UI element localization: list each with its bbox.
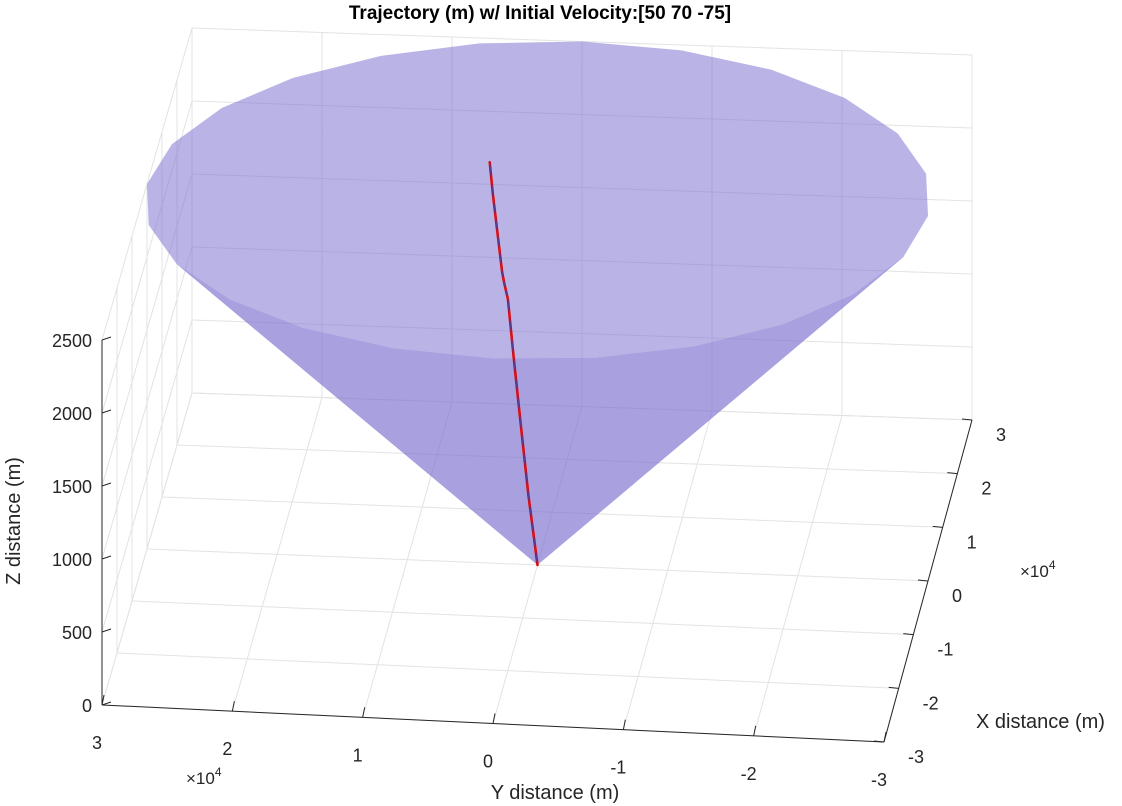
y-tick-label: 1 (353, 745, 363, 765)
x-tick-label: 3 (996, 425, 1006, 445)
cone-facet (479, 41, 582, 565)
y-tick-mark (883, 731, 887, 743)
cone-facet (537, 41, 682, 565)
cone-facet (221, 77, 538, 565)
x-tick-mark (888, 686, 899, 689)
x-tick-label: -1 (937, 640, 953, 660)
z-tick-label: 2000 (52, 404, 92, 424)
trajectory-series (488, 160, 539, 567)
cone-facet (171, 107, 538, 565)
x-tick-label: 2 (981, 479, 991, 499)
floor-gridline-y (231, 397, 323, 712)
y-tick-mark (231, 701, 235, 712)
cone-facet (537, 324, 783, 565)
y-exponent-base: ×10 (186, 769, 215, 788)
z-axis-label: Z distance (m) (3, 457, 25, 585)
y-tick-mark (622, 719, 626, 730)
x-tick-mark (917, 579, 929, 582)
x-tick-mark (873, 740, 885, 743)
y-tick-label: -3 (871, 770, 887, 790)
x-tick-label: -2 (923, 693, 939, 713)
cone-facet (537, 216, 928, 565)
y-tick-label: 2 (222, 739, 232, 759)
y-tick-mark (101, 694, 105, 706)
cone-facet (537, 50, 772, 565)
floor-gridline-y (362, 401, 453, 718)
y-tick-mark (753, 725, 757, 736)
y-tick-mark (362, 707, 366, 718)
cone-facet (303, 328, 538, 565)
cone-facet (147, 184, 538, 565)
z-tick-label: 500 (62, 623, 92, 643)
z-tick-mark (101, 482, 112, 487)
y-tick-label: 0 (483, 752, 493, 772)
y-tick-label: 3 (92, 733, 102, 753)
cone-facet (537, 173, 928, 565)
floor-gridline-y (101, 392, 193, 706)
x-axis-label: X distance (m) (976, 711, 1105, 733)
z-tick-mark (101, 336, 112, 341)
z-tick-mark (101, 555, 112, 560)
z-tick-label: 2500 (52, 331, 92, 351)
z-tick-label: 0 (82, 696, 92, 716)
x-tick-mark (903, 633, 914, 636)
cone-facet (176, 264, 538, 565)
x-exponent: ×104 (1020, 558, 1056, 581)
cone-surface (147, 41, 928, 566)
cone-facet (148, 224, 538, 566)
z-tick-mark (101, 409, 112, 414)
floor-gridline-y (622, 410, 713, 730)
svg-text:×104: ×104 (1020, 558, 1056, 581)
y-exponent: ×104 (186, 765, 222, 788)
y-exponent-power: 4 (215, 765, 222, 779)
cone-facet (537, 69, 845, 566)
y-tick-label: -2 (741, 764, 757, 784)
cone-facet (229, 299, 538, 565)
cone-facet (147, 144, 538, 565)
cone-facet (537, 294, 854, 565)
x-exponent-power: 4 (1049, 558, 1056, 572)
cone-facet (537, 133, 927, 566)
z-tick-mark (101, 628, 112, 633)
x-tick-label: -3 (908, 747, 924, 767)
y-tick-mark (492, 713, 496, 724)
x-tick-label: 1 (967, 532, 977, 552)
trajectory-line-core (489, 162, 538, 566)
x-tick-label: 0 (952, 586, 962, 606)
cone-facet (393, 348, 538, 565)
cone-facet (537, 346, 695, 565)
y-axis-label: Y distance (m) (491, 782, 620, 804)
cone-facet (537, 97, 898, 566)
svg-text:×104: ×104 (186, 765, 222, 788)
y-tick-label: -1 (610, 758, 626, 778)
z-tick-label: 1500 (52, 477, 92, 497)
chart-title: Trajectory (m) w/ Initial Velocity:[50 7… (349, 3, 731, 24)
x-tick-mark (932, 525, 943, 528)
cone-facet (537, 257, 904, 565)
z-tick-label: 1000 (52, 550, 92, 570)
cone-facet (381, 43, 538, 566)
z-tick-mark (101, 701, 112, 706)
x-tick-mark (947, 472, 958, 475)
x-exponent-base: ×10 (1020, 562, 1049, 581)
floor-gridline-y (753, 415, 843, 736)
x-tick-mark (961, 418, 973, 421)
cone-top-cap (147, 41, 928, 359)
cone-facet (293, 55, 538, 565)
